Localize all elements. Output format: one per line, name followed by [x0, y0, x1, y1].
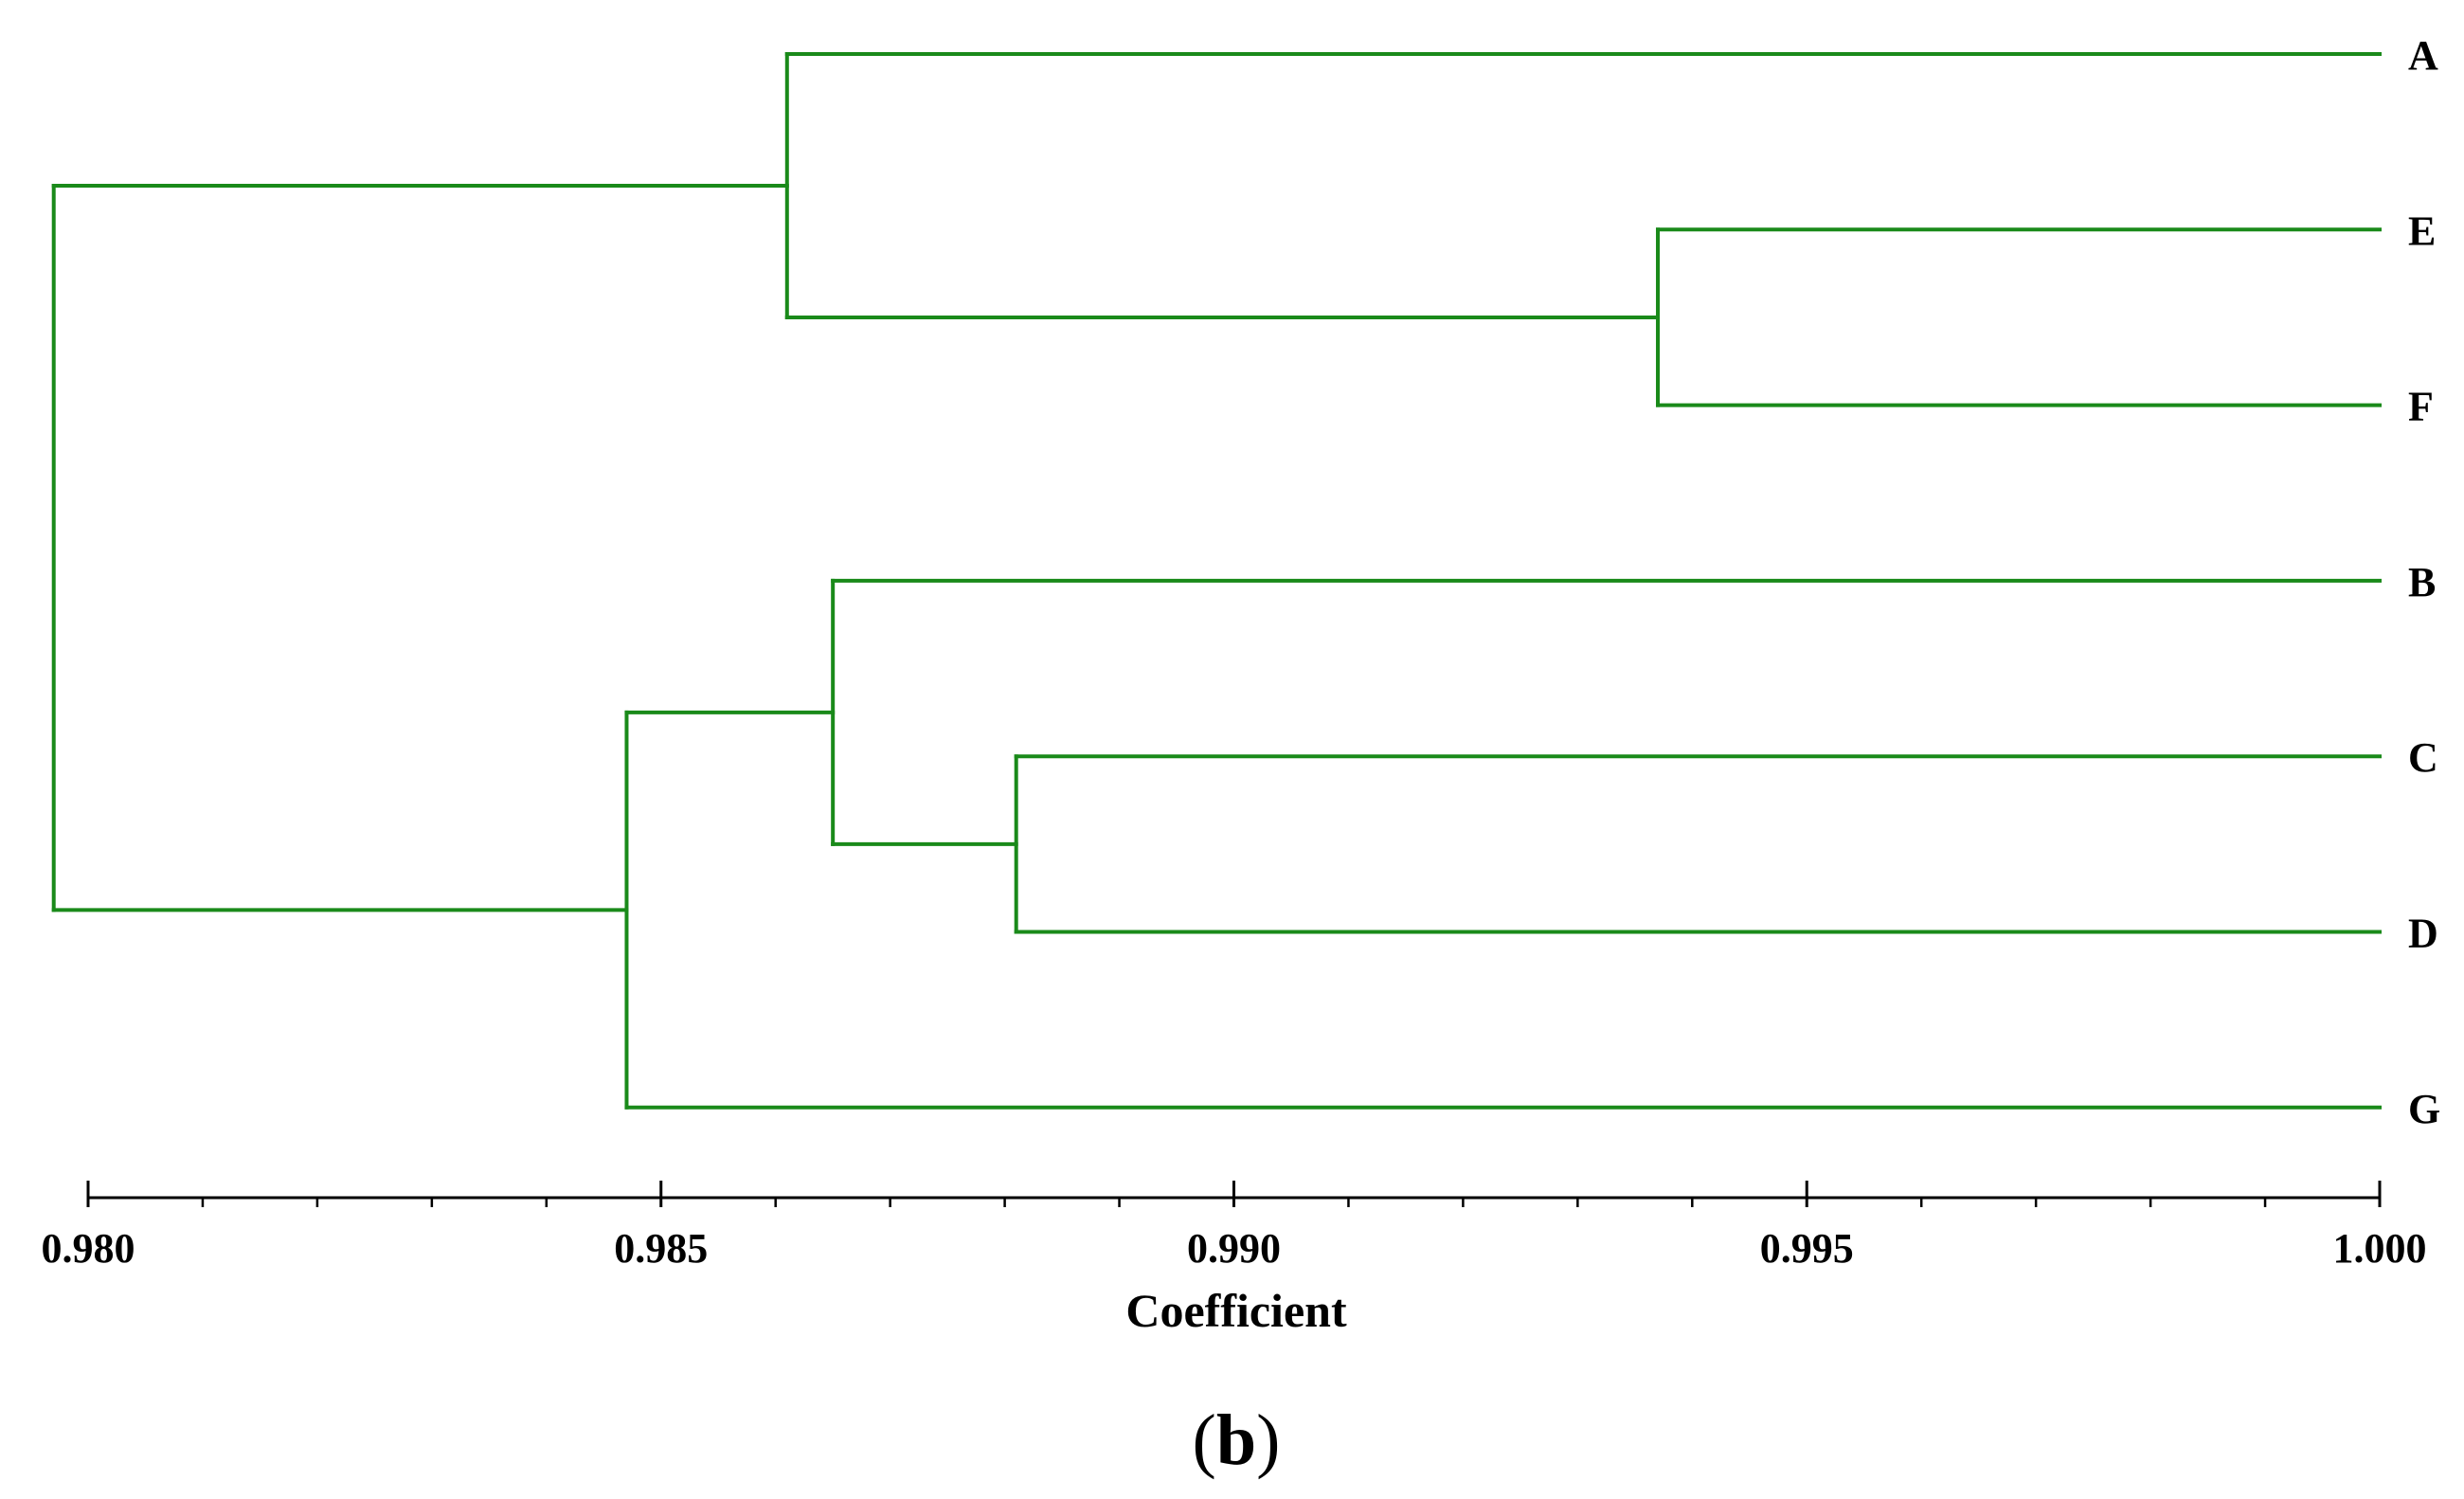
x-tick-label: 0.990 — [1187, 1225, 1281, 1272]
x-tick-label: 0.980 — [42, 1225, 135, 1272]
leaf-labels: A E F B C D G — [2408, 32, 2440, 1132]
leaf-label-C: C — [2408, 734, 2438, 781]
x-axis: 0.980 0.985 0.990 0.995 1.000 — [42, 1181, 2427, 1272]
dendrogram-branches — [51, 52, 2382, 1110]
x-axis-title: Coefficient — [1125, 1284, 1347, 1337]
x-axis-ticks: 0.980 0.985 0.990 0.995 1.000 — [42, 1181, 2427, 1272]
panel-label-letter: b — [1216, 1400, 1256, 1480]
leaf-label-B: B — [2408, 559, 2436, 605]
panel-label: (b) — [1193, 1400, 1281, 1480]
x-tick-label: 1.000 — [2333, 1225, 2427, 1272]
x-tick-label: 0.985 — [614, 1225, 708, 1272]
x-tick-label: 0.995 — [1760, 1225, 1854, 1272]
leaf-label-E: E — [2408, 208, 2436, 254]
leaf-label-G: G — [2408, 1086, 2440, 1132]
leaf-label-A: A — [2408, 32, 2438, 79]
leaf-label-D: D — [2408, 911, 2438, 957]
leaf-label-F: F — [2408, 384, 2434, 430]
